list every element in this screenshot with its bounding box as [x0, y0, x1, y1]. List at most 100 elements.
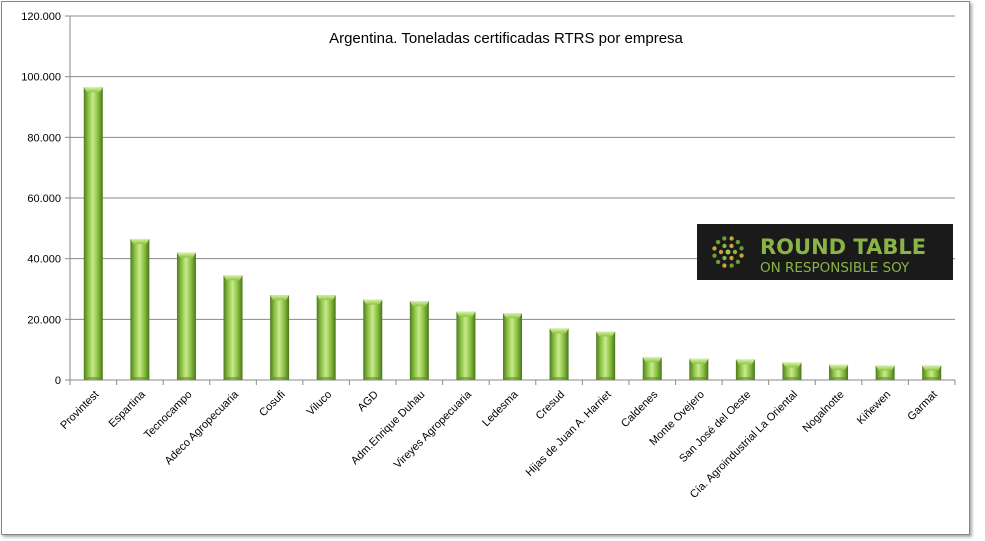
- bar-base: [782, 377, 802, 380]
- x-tick-label: Kiñewen: [855, 389, 893, 427]
- x-tick-label: Vireyes Agropecuaria: [392, 388, 475, 471]
- logo-dot: [729, 255, 734, 261]
- x-tick-label: Hijas de Juan A. Harriet: [524, 389, 614, 479]
- x-tick-label: Nogalnotte: [801, 389, 847, 435]
- logo-dot: [735, 239, 741, 245]
- x-tick-label: Espartina: [107, 388, 149, 430]
- bar-cap: [456, 311, 476, 317]
- bar: [409, 301, 429, 380]
- bar: [130, 238, 150, 380]
- x-tick-label: AGD: [356, 389, 381, 414]
- bar-cap: [176, 252, 196, 258]
- logo-dot: [712, 253, 717, 258]
- logo-line1: ROUND TABLE: [760, 235, 926, 259]
- logo-dot: [739, 246, 744, 251]
- bar-base: [456, 377, 476, 380]
- bar-cap: [409, 301, 429, 307]
- bar-cap: [642, 357, 662, 363]
- bar-base: [363, 377, 383, 380]
- bar: [689, 358, 709, 380]
- bar-base: [409, 377, 429, 380]
- bar: [270, 295, 290, 380]
- bar-cap: [829, 364, 849, 370]
- bar-body: [596, 331, 616, 380]
- bar-body: [130, 238, 150, 380]
- bar: [176, 252, 196, 380]
- bar-body: [549, 328, 569, 380]
- bar-body: [456, 311, 476, 380]
- bar: [503, 313, 522, 380]
- logo-dot: [722, 263, 727, 268]
- y-tick-label: 80.000: [27, 132, 61, 144]
- bar-body: [689, 358, 709, 380]
- bar-base: [596, 377, 616, 380]
- bar: [456, 311, 476, 380]
- bar: [922, 365, 942, 380]
- bar: [829, 364, 849, 380]
- bar: [875, 365, 895, 380]
- bar-body: [642, 357, 662, 380]
- bar-base: [549, 377, 569, 380]
- logo-dot: [729, 243, 734, 249]
- bar-base: [642, 377, 662, 380]
- bar: [735, 359, 755, 380]
- bar: [596, 331, 616, 380]
- y-tick-label: 60.000: [27, 193, 61, 205]
- bar-cap: [316, 295, 336, 301]
- round-table-logo: ROUND TABLE ON RESPONSIBLE SOY: [697, 224, 953, 280]
- logo-dot: [729, 236, 734, 241]
- bar-base: [223, 377, 243, 380]
- logo-dot: [732, 249, 738, 255]
- bar-body: [83, 87, 103, 381]
- bar-cap: [782, 362, 802, 368]
- bar: [782, 362, 802, 380]
- bar-body: [735, 359, 755, 380]
- bar: [316, 295, 336, 380]
- bar-body: [363, 299, 383, 380]
- bar-cap: [83, 87, 103, 93]
- bar-body: [223, 275, 243, 380]
- x-tick-label: Caldenes: [619, 388, 661, 430]
- logo-dot: [722, 236, 727, 241]
- bar-base: [83, 377, 103, 380]
- logo-dot: [739, 253, 744, 258]
- bar-body: [503, 313, 522, 380]
- logo-dot: [729, 263, 734, 268]
- bar-cap: [503, 313, 522, 319]
- bar-cap: [922, 365, 942, 371]
- logo-dot: [715, 259, 721, 265]
- logo-dot: [722, 243, 727, 249]
- bar-cap: [596, 331, 616, 337]
- y-axis-tick-labels: 0 20.000 40.000 60.000 80.000 100.000 120.000: [21, 11, 61, 387]
- bar-cap: [270, 295, 290, 301]
- y-tick-label: 120.000: [21, 11, 61, 23]
- logo-line2: ON RESPONSIBLE SOY: [760, 260, 910, 276]
- bar: [363, 299, 383, 380]
- bar-base: [176, 377, 196, 380]
- bar-body: [176, 252, 196, 380]
- logo-dot: [725, 249, 731, 255]
- x-tick-label: Garmat: [905, 389, 939, 423]
- bar: [223, 275, 243, 380]
- bar-cap: [130, 238, 150, 244]
- bar-base: [130, 377, 150, 380]
- y-tick-label: 0: [55, 375, 61, 387]
- bar-body: [409, 301, 429, 380]
- bar-body: [316, 295, 336, 380]
- bar-cap: [875, 365, 895, 371]
- x-tick-label: Viluco: [305, 389, 335, 419]
- logo-dots-icon: [712, 236, 744, 268]
- logo-dot: [712, 246, 717, 251]
- x-tick-label: Cosufi: [257, 389, 288, 420]
- x-tick-label: Cresud: [534, 389, 568, 423]
- bar-base: [689, 377, 709, 380]
- logo-dot: [718, 249, 724, 255]
- bar-base: [922, 377, 942, 380]
- logo-dot: [722, 255, 727, 261]
- x-tick-label: Provintest: [58, 389, 101, 432]
- bar: [549, 328, 569, 380]
- bar: [83, 87, 103, 381]
- y-tick-label: 40.000: [27, 254, 61, 266]
